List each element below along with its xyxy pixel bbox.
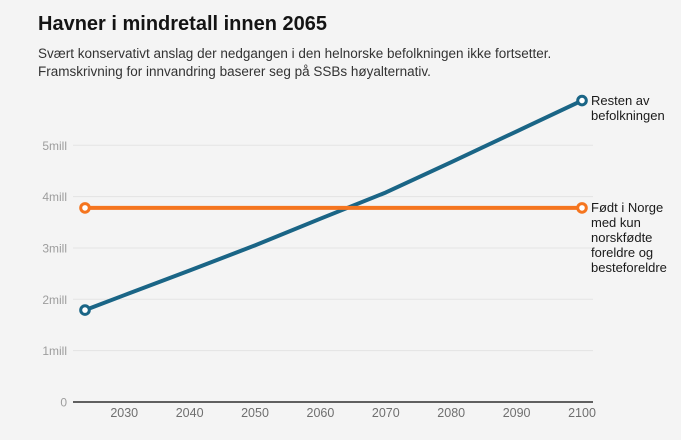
- series-line-0: [84, 98, 583, 312]
- x-tick-label: 2090: [503, 406, 531, 420]
- y-tick-label: 1mill: [42, 344, 67, 358]
- y-tick-label: 0: [60, 396, 67, 410]
- series-label-fodt-i-norge: Født i Norge med kun norskfødte foreldre…: [591, 200, 667, 275]
- x-tick-label: 2100: [568, 406, 596, 420]
- series-label-resten-av-befolkningen: Resten av befolkningen: [591, 93, 665, 123]
- y-tick-label: 4mill: [42, 190, 67, 204]
- subtitle-line-1: Svært konservativt anslag der nedgangen …: [38, 46, 552, 61]
- subtitle-line-2: Framskrivning for innvandring baserer se…: [38, 63, 431, 79]
- x-tick-label: 2030: [110, 406, 138, 420]
- chart-title: Havner i mindretall innen 2065: [38, 13, 327, 35]
- x-tick-label: 2080: [437, 406, 465, 420]
- y-tick-label: 2mill: [42, 293, 67, 307]
- series-end-marker: [79, 304, 91, 316]
- series-end-marker: [576, 202, 588, 214]
- y-tick-label: 5mill: [42, 139, 67, 153]
- chart-subtitle: Svært konservativt anslag der nedgangen …: [38, 45, 551, 80]
- y-tick-label: 3mill: [42, 241, 67, 255]
- x-tick-label: 2040: [176, 406, 204, 420]
- x-tick-label: 2070: [372, 406, 400, 420]
- x-tick-label: 2060: [307, 406, 335, 420]
- series-end-marker: [79, 202, 91, 214]
- series-end-marker: [576, 94, 588, 107]
- x-tick-label: 2050: [241, 406, 269, 420]
